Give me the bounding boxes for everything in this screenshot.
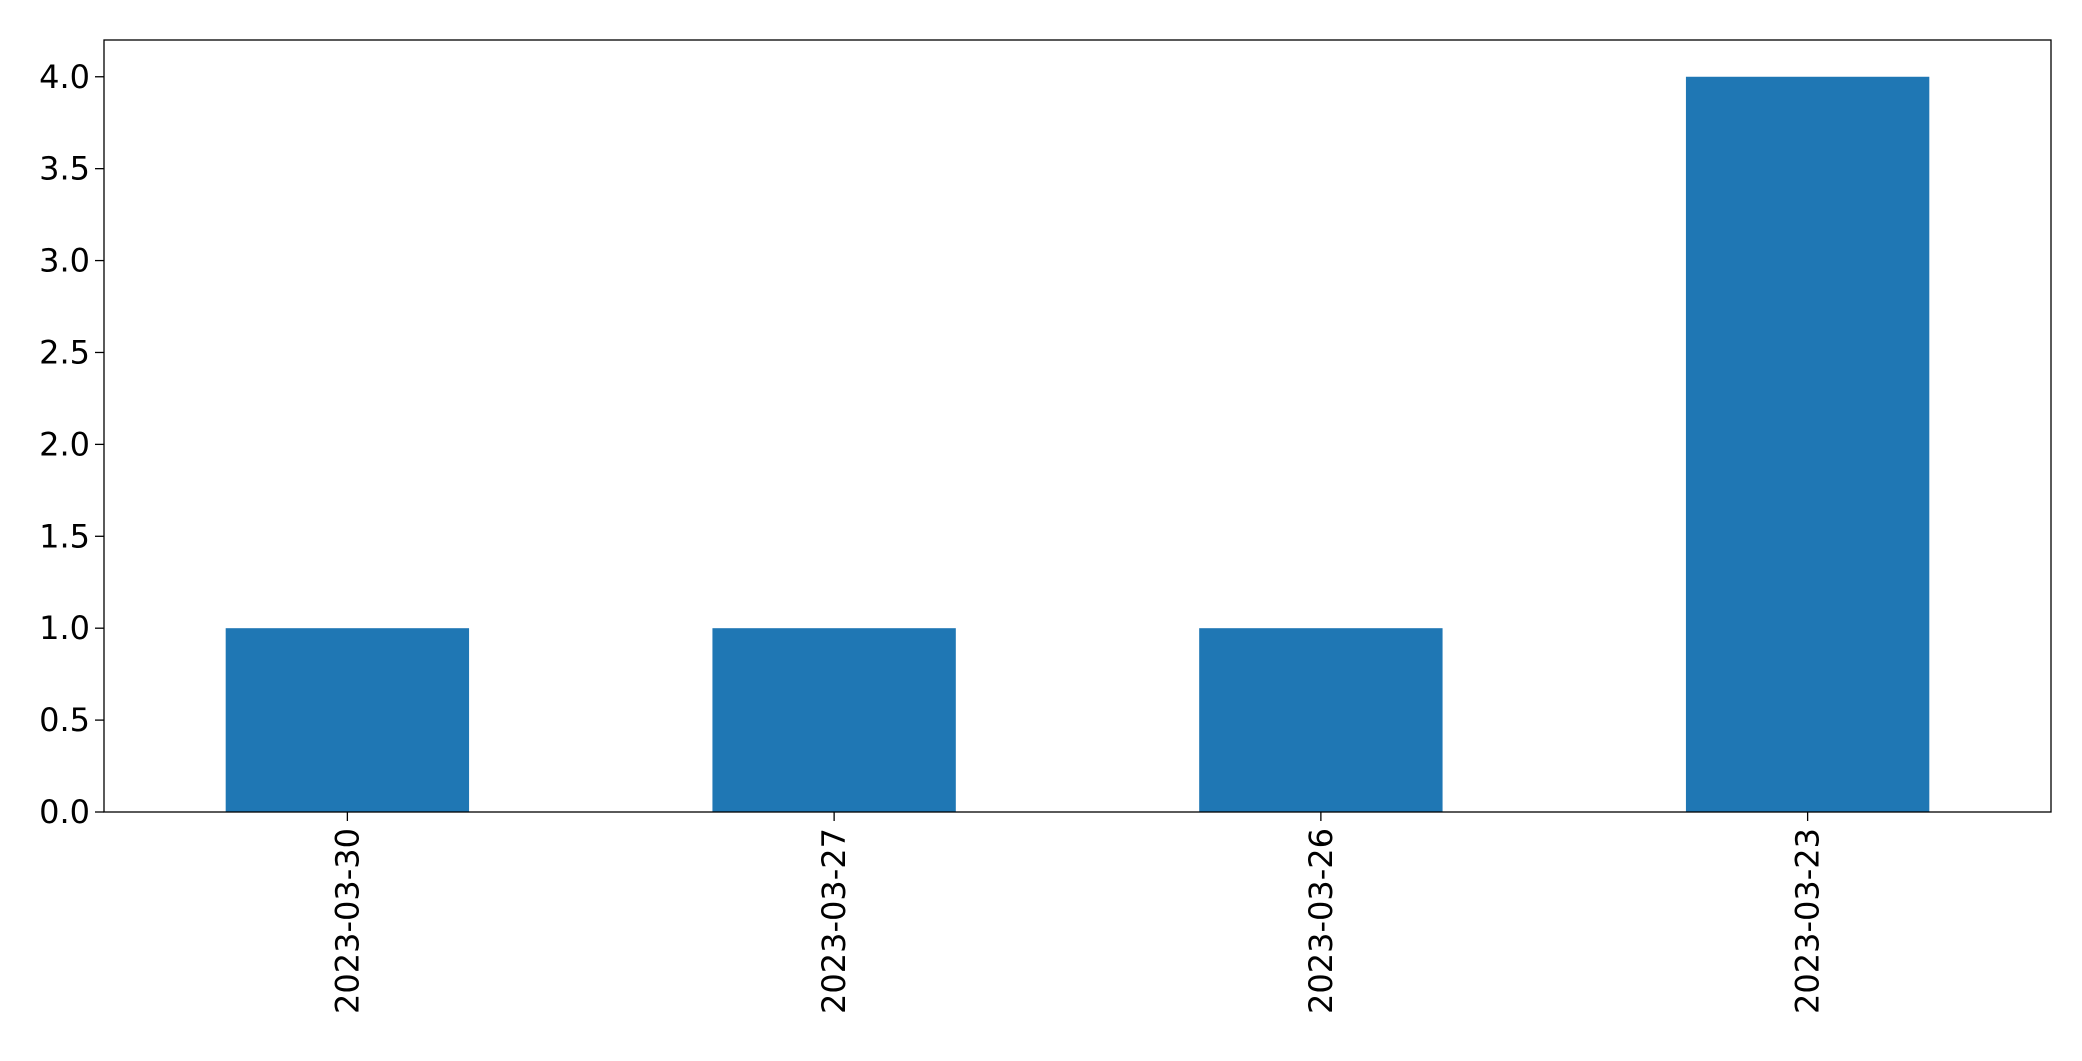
y-tick-label: 2.0 — [39, 425, 90, 463]
x-tick-label: 2023-03-30 — [328, 828, 366, 1014]
y-tick-label: 1.5 — [39, 517, 90, 555]
y-tick-label: 3.0 — [39, 242, 90, 280]
bar — [712, 628, 956, 812]
y-tick-label: 4.0 — [39, 58, 90, 96]
x-tick-label: 2023-03-27 — [815, 828, 853, 1014]
y-tick-label: 1.0 — [39, 609, 90, 647]
bar — [1685, 76, 1930, 812]
y-tick-label: 2.5 — [39, 333, 90, 371]
x-tick-label: 2023-03-23 — [1789, 828, 1827, 1014]
plot-frame — [103, 39, 2052, 813]
bar — [1199, 628, 1443, 812]
x-tick-label: 2023-03-26 — [1302, 828, 1340, 1014]
y-tick-label: 0.0 — [39, 793, 90, 831]
y-tick-label: 0.5 — [39, 701, 90, 739]
y-tick-label: 3.5 — [39, 150, 90, 188]
bar — [225, 628, 470, 812]
